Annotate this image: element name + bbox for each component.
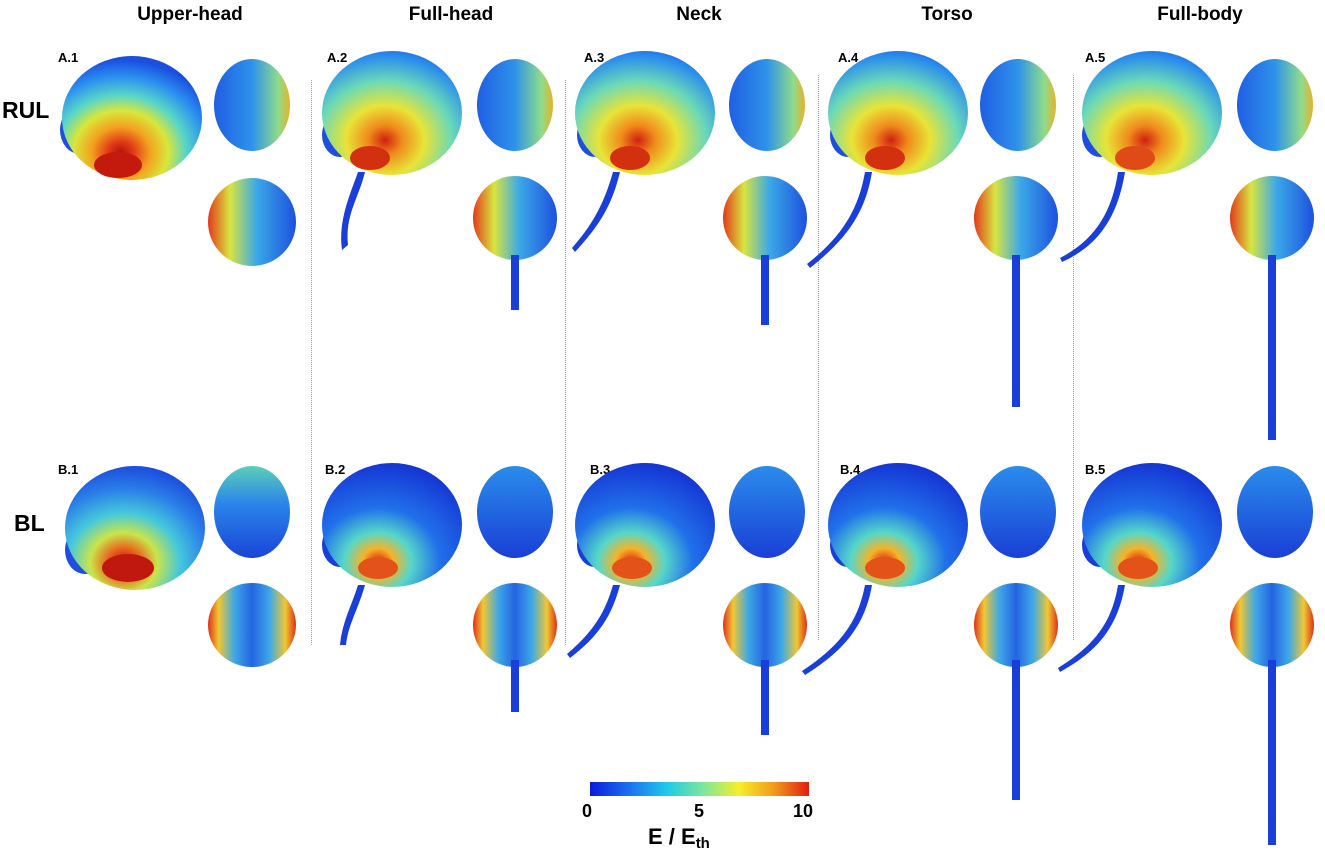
brain-lateral-a3 <box>572 51 715 252</box>
brain-front-a4 <box>974 176 1058 407</box>
brain-top-a1 <box>214 59 290 151</box>
panel-label-b2: B.2 <box>325 462 346 477</box>
brain-lateral-b2 <box>322 463 462 645</box>
column-divider <box>565 80 566 645</box>
brain-front-b5 <box>1230 583 1314 845</box>
panel-label-b4: B.4 <box>840 462 861 477</box>
brain-front-b2 <box>473 583 557 712</box>
brain-front-b1 <box>208 583 296 667</box>
brain-lateral-a5 <box>1060 51 1222 262</box>
panel-label-b1: B.1 <box>58 462 79 477</box>
panel-label-a5: A.5 <box>1085 50 1106 65</box>
colorbar-label: E / Eth <box>648 824 710 852</box>
brain-lateral-a1 <box>60 56 202 180</box>
panel-label-b5: B.5 <box>1085 462 1106 477</box>
brain-lateral-b4 <box>802 463 968 675</box>
brain-lateral-b1 <box>65 466 205 590</box>
colorbar-label-main: E / E <box>648 824 696 849</box>
column-title-full-body: Full-body <box>1157 4 1243 25</box>
colorbar-tick-10: 10 <box>793 801 814 821</box>
panel-label-a2: A.2 <box>327 50 348 65</box>
column-divider <box>311 80 312 645</box>
panel-label-a3: A.3 <box>584 50 605 65</box>
brain-front-b3 <box>723 583 807 735</box>
brain-lateral-a4 <box>807 51 968 268</box>
panel-label-b3: B.3 <box>590 462 611 477</box>
brain-top-b3 <box>729 466 805 558</box>
column-title-neck: Neck <box>676 4 722 25</box>
column-title-upper-head: Upper-head <box>137 4 243 25</box>
brain-top-b2 <box>477 466 553 558</box>
column-title-torso: Torso <box>921 4 973 25</box>
colorbar-label-subscript: th <box>695 835 710 852</box>
row-label-bl: BL <box>14 510 45 536</box>
colorbar <box>590 782 809 796</box>
brain-front-a1 <box>208 178 296 266</box>
panel-label-a4: A.4 <box>838 50 859 65</box>
brain-front-a3 <box>723 176 807 325</box>
brain-front-a2 <box>473 176 557 310</box>
brain-top-a5 <box>1237 59 1313 151</box>
panel-label-a1: A.1 <box>58 50 79 65</box>
brain-top-b1 <box>214 466 290 558</box>
colorbar-tick-5: 5 <box>694 801 705 821</box>
colorbar-tick-0: 0 <box>582 801 593 821</box>
brain-front-b4 <box>974 583 1058 800</box>
brain-top-b5 <box>1237 466 1313 558</box>
brain-top-a3 <box>729 59 805 151</box>
brain-top-a2 <box>477 59 553 151</box>
brain-top-b4 <box>980 466 1056 558</box>
row-label-rul: RUL <box>2 97 50 123</box>
brain-top-a4 <box>980 59 1056 151</box>
column-title-full-head: Full-head <box>408 4 494 25</box>
brain-front-a5 <box>1230 176 1314 440</box>
brain-lateral-b5 <box>1058 463 1222 672</box>
brain-lateral-a2 <box>322 51 462 250</box>
column-divider <box>1073 75 1074 640</box>
column-divider <box>818 75 819 640</box>
brain-lateral-b3 <box>567 463 715 658</box>
